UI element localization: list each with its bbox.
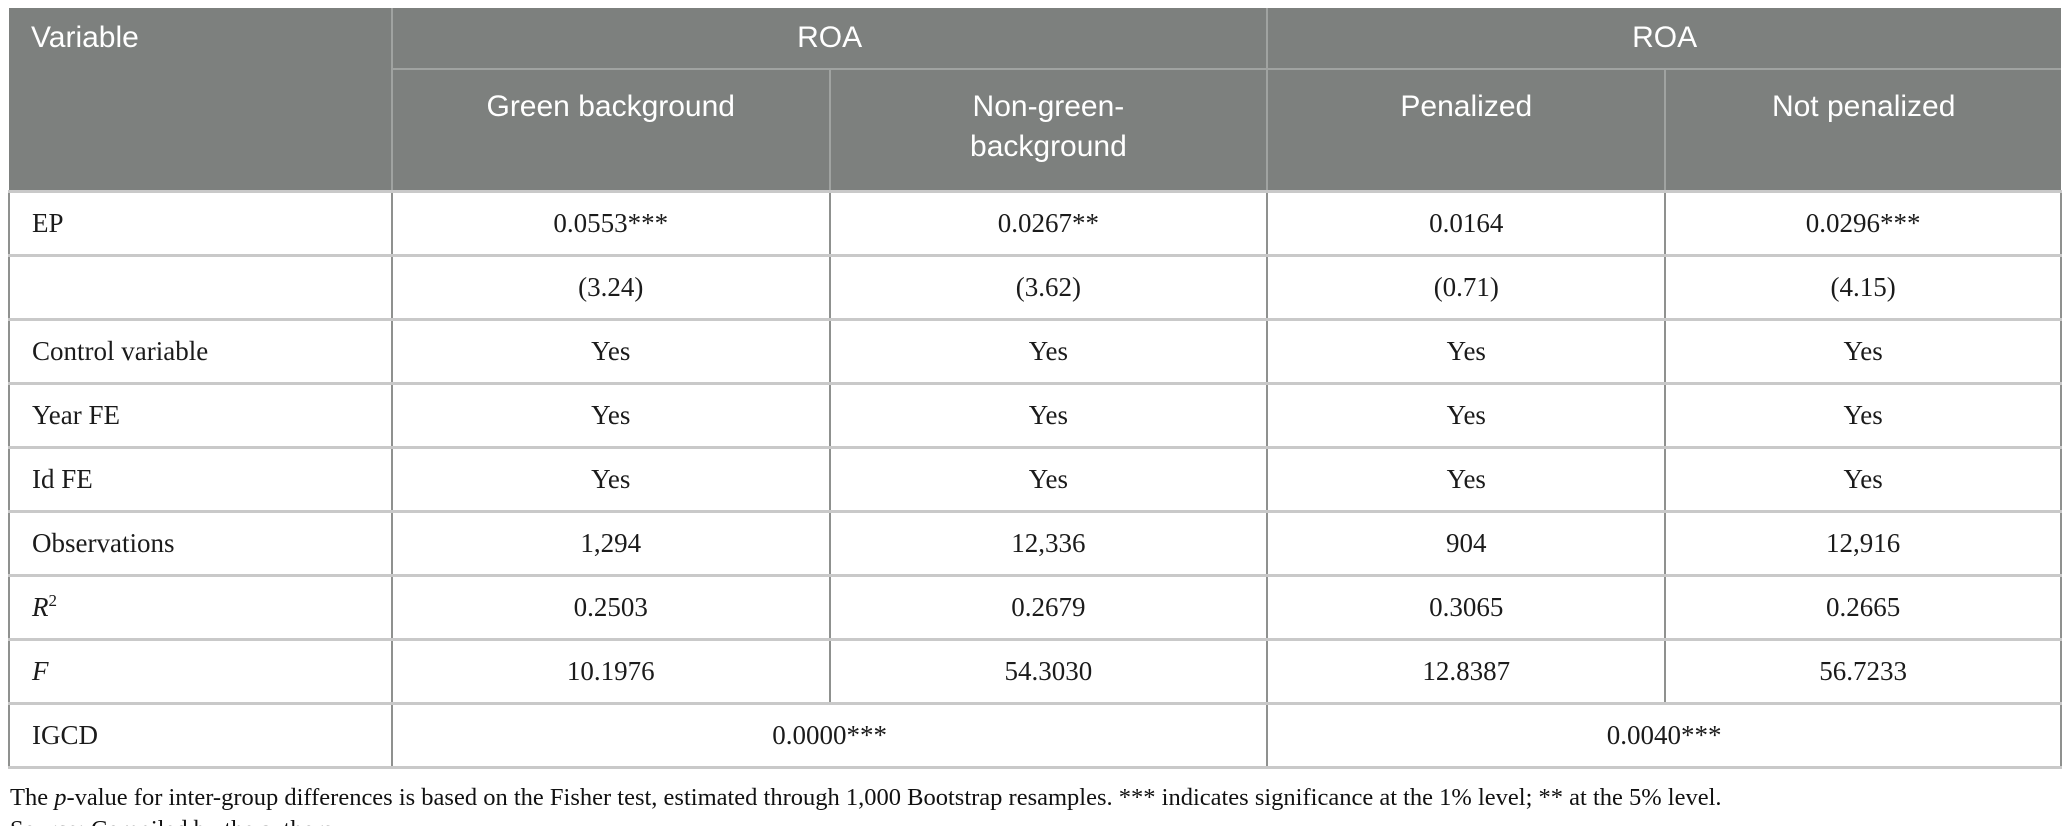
cell: Yes <box>1266 381 1667 449</box>
column-header-variable: Variable <box>9 8 393 192</box>
cell: 12,336 <box>828 509 1269 577</box>
cell: 0.0296*** <box>1664 189 2062 257</box>
r-squared-symbol: R <box>32 591 49 622</box>
cell: 0.0553*** <box>390 189 831 257</box>
merged-cell: 0.0040*** <box>1266 701 2062 769</box>
cell: Yes <box>828 445 1269 513</box>
cell: Yes <box>1266 317 1667 385</box>
table-body: EP 0.0553*** 0.0267** 0.0164 0.0296*** (… <box>8 189 2062 769</box>
cell: 0.2665 <box>1664 573 2062 641</box>
group-header-roa-2: ROA <box>1266 8 2061 70</box>
merged-cell: 0.0000*** <box>390 701 1269 769</box>
row-label <box>8 253 393 321</box>
cell: Yes <box>828 317 1269 385</box>
table-row-year-fe: Year FE Yes Yes Yes Yes <box>8 381 2062 449</box>
cell: 0.2679 <box>828 573 1269 641</box>
cell: 904 <box>1266 509 1667 577</box>
table-row-control-variable: Control variable Yes Yes Yes Yes <box>8 317 2062 385</box>
cell: Yes <box>1664 445 2062 513</box>
cell: (4.15) <box>1664 253 2062 321</box>
column-header-green-background: Green background <box>390 68 831 192</box>
row-label: Control variable <box>8 317 393 385</box>
cell: (3.24) <box>390 253 831 321</box>
group-header-roa-1: ROA <box>390 8 1269 70</box>
cell: (3.62) <box>828 253 1269 321</box>
table-footnote: The p-value for inter-group differences … <box>8 782 2062 814</box>
row-label: F <box>8 637 393 705</box>
table-row-r-squared: R2 0.2503 0.2679 0.3065 0.2665 <box>8 573 2062 641</box>
cell: 0.2503 <box>390 573 831 641</box>
table-row-igcd: IGCD 0.0000*** 0.0040*** <box>8 701 2062 769</box>
table-header: Variable ROA ROA Green background Non-gr… <box>9 8 2061 192</box>
cell: 12.8387 <box>1266 637 1667 705</box>
column-header-penalized: Penalized <box>1266 68 1667 192</box>
cell: Yes <box>390 445 831 513</box>
footnote-text: -value for inter-group differences is ba… <box>66 783 1722 811</box>
footnote-text: The <box>10 783 55 811</box>
cell: Yes <box>390 317 831 385</box>
row-label: Id FE <box>8 445 393 513</box>
results-table: Variable ROA ROA Green background Non-gr… <box>8 8 2062 769</box>
cell: 0.3065 <box>1266 573 1667 641</box>
cell: 56.7233 <box>1664 637 2062 705</box>
row-label: R2 <box>8 573 393 641</box>
cell: Yes <box>1664 317 2062 385</box>
table-row-id-fe: Id FE Yes Yes Yes Yes <box>8 445 2062 513</box>
cell: 0.0164 <box>1266 189 1667 257</box>
cell: 1,294 <box>390 509 831 577</box>
row-label: IGCD <box>8 701 393 769</box>
table-row-tstat: (3.24) (3.62) (0.71) (4.15) <box>8 253 2062 321</box>
column-header-non-green-background: Non-green- background <box>828 68 1269 192</box>
row-label: Observations <box>8 509 393 577</box>
cell: 10.1976 <box>390 637 831 705</box>
cell: Yes <box>1266 445 1667 513</box>
r-squared-exponent: 2 <box>48 590 58 610</box>
cell: 54.3030 <box>828 637 1269 705</box>
cell: 12,916 <box>1664 509 2062 577</box>
cell: Yes <box>390 381 831 449</box>
cell: Yes <box>828 381 1269 449</box>
cell: (0.71) <box>1266 253 1667 321</box>
column-header-not-penalized: Not penalized <box>1664 68 2061 192</box>
row-label: EP <box>8 189 393 257</box>
row-label: Year FE <box>8 381 393 449</box>
table-row-f-statistic: F 10.1976 54.3030 12.8387 56.7233 <box>8 637 2062 705</box>
source-note: Source: Compiled by the authors. <box>8 814 2062 826</box>
table-row-ep: EP 0.0553*** 0.0267** 0.0164 0.0296*** <box>8 189 2062 257</box>
table-row-observations: Observations 1,294 12,336 904 12,916 <box>8 509 2062 577</box>
cell: Yes <box>1664 381 2062 449</box>
footnote-p-symbol: p <box>54 783 67 811</box>
cell: 0.0267** <box>828 189 1269 257</box>
